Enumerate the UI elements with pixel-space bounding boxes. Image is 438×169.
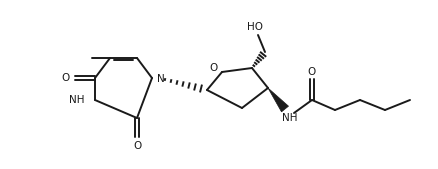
Text: NH: NH <box>68 95 84 105</box>
Text: O: O <box>210 63 218 73</box>
Text: N: N <box>157 74 165 84</box>
Text: O: O <box>62 73 70 83</box>
Text: HO: HO <box>247 22 263 32</box>
Text: O: O <box>133 141 141 151</box>
Polygon shape <box>268 88 289 112</box>
Text: NH: NH <box>282 113 297 123</box>
Text: O: O <box>308 67 316 77</box>
